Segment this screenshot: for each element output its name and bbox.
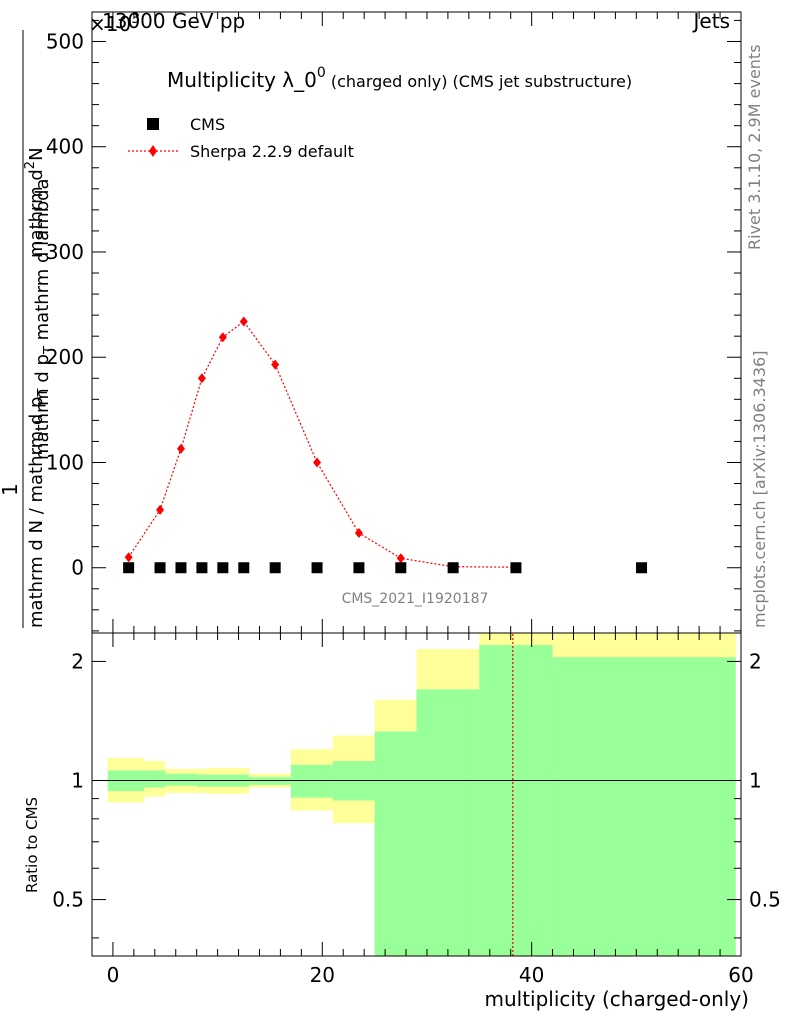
legend-cms-marker <box>147 118 159 130</box>
cms-data-point <box>154 562 166 574</box>
legend-cms-label: CMS <box>190 115 225 134</box>
cms-data-point <box>510 562 522 574</box>
y-label-fraction-numerator: 1 <box>0 483 22 496</box>
legend: CMS Sherpa 2.2.9 default <box>128 115 354 161</box>
sherpa-point <box>239 316 248 327</box>
ratio-x-axis: 0 20 40 60 <box>107 633 754 987</box>
cms-data-point <box>395 562 407 574</box>
ratio-plot-panel: 0.5 0.5 1 1 2 2 0 20 40 60 Ratio to CMS multipli… <box>23 632 781 1011</box>
sherpa-point <box>271 359 280 370</box>
main-plot-title: Multiplicity λ_00 (charged only) (CMS je… <box>167 65 632 92</box>
inner-uncertainty-band <box>552 657 736 956</box>
ratio-x-tick-label: 20 <box>310 963 335 987</box>
x-axis-label: multiplicity (charged-only) <box>484 987 749 1011</box>
sherpa-point <box>124 552 133 563</box>
sherpa-line <box>128 320 516 568</box>
legend-sherpa-marker <box>149 145 157 157</box>
ratio-uncertainty-bands <box>107 633 736 956</box>
cms-data-point <box>196 562 208 574</box>
ratio-y-tick-label: 0.5 <box>52 888 84 912</box>
ratio-y-tick-label: 2 <box>71 649 84 673</box>
y-label-denominator: mathrm d N / mathrm d pT <box>26 389 51 628</box>
sherpa-point <box>218 332 227 343</box>
inner-uncertainty-band <box>165 773 197 786</box>
header-energy-label: 13000 GeV pp <box>102 9 245 33</box>
main-y-tick-label: 200 <box>46 345 84 369</box>
sherpa-point <box>396 553 405 564</box>
sherpa-point <box>354 528 363 539</box>
ratio-y-tick-label-right: 2 <box>749 649 762 673</box>
main-plot-frame <box>91 11 742 634</box>
main-plot-panel: 0 100 200 300 400 500 Multiplicity λ_00 (char… <box>0 11 742 634</box>
sherpa-point <box>156 504 165 515</box>
y-label-numerator: mathrm d2N <box>23 147 47 258</box>
sherpa-point <box>197 373 206 384</box>
sherpa-series <box>124 316 520 573</box>
main-y-tick-label: 400 <box>46 135 84 159</box>
main-y-tick-label: 100 <box>46 450 84 474</box>
ratio-plot-frame <box>91 632 742 957</box>
cms-data-point <box>238 562 250 574</box>
inner-uncertainty-band <box>479 645 553 956</box>
header-multiplier: ×103 <box>89 11 140 36</box>
main-y-axis: 0 100 200 300 400 500 <box>46 19 741 632</box>
ratio-y-tick-label: 1 <box>71 769 84 793</box>
cms-data-point <box>311 562 323 574</box>
ratio-y-axis: 0.5 0.5 1 1 2 2 <box>52 649 781 939</box>
cms-data-point <box>123 562 135 574</box>
ratio-y-tick-label-right: 0.5 <box>749 888 781 912</box>
inner-uncertainty-band <box>144 770 166 788</box>
inner-uncertainty-band <box>416 689 480 956</box>
header-process-label: Jets <box>692 9 730 33</box>
ratio-y-tick-label-right: 1 <box>749 769 762 793</box>
main-x-axis-ticks <box>112 12 742 633</box>
main-y-axis-label: 1 mathrm d N / mathrm d pT mathrm d2N ma… <box>0 30 57 628</box>
main-y-tick-label: 300 <box>46 240 84 264</box>
analysis-watermark: CMS_2021_I1920187 <box>342 591 489 607</box>
inner-uncertainty-band <box>290 764 333 798</box>
mcplots-label: mcplots.cern.ch [arXiv:1306.3436] <box>750 351 769 628</box>
ratio-x-tick-label: 0 <box>107 963 120 987</box>
ratio-y-axis-label: Ratio to CMS <box>23 797 41 893</box>
sherpa-point <box>313 457 322 468</box>
rivet-version-label: Rivet 3.1.10, 2.9M events <box>745 44 764 250</box>
legend-sherpa-label: Sherpa 2.2.9 default <box>190 142 354 161</box>
inner-uncertainty-band <box>374 731 417 956</box>
cms-data-point <box>175 562 187 574</box>
ratio-x-tick-label: 60 <box>728 963 753 987</box>
cms-data-point <box>636 562 648 574</box>
ratio-x-tick-label: 40 <box>519 963 544 987</box>
main-y-tick-label: 500 <box>46 29 84 53</box>
cms-data-point <box>269 562 281 574</box>
sherpa-point <box>176 443 185 454</box>
cms-data-point <box>217 562 229 574</box>
cms-data-series <box>123 562 648 574</box>
y-label-denominator-2: mathrm d pT mathrm d lambda <box>32 178 57 460</box>
main-y-tick-label: 0 <box>71 556 84 580</box>
cms-data-point <box>447 562 459 574</box>
cms-data-point <box>353 562 365 574</box>
